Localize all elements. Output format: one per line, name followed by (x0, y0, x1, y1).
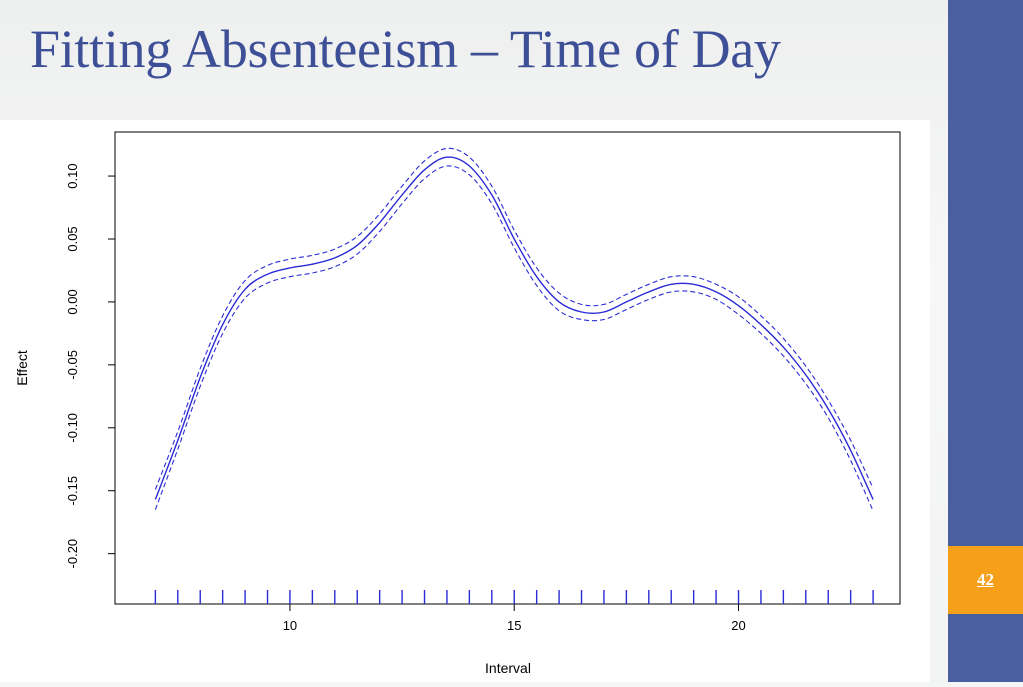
effect-chart: -0.20-0.15-0.10-0.050.000.050.10 10 15 20 … (14, 131, 901, 676)
y-tick-label: 0.10 (65, 163, 80, 188)
plot-area: -0.20 -0.15 -0.10 -0.05 0.00 0.05 0.10 10 15 20 … (0, 120, 930, 682)
confidence-band-line (154, 147, 874, 490)
fit-line (154, 156, 874, 500)
x-tick-label: 10 (283, 618, 297, 633)
y-tick-label: -0.10 (65, 413, 80, 443)
rug-ticks (154, 590, 874, 604)
slide-title: Fitting Absenteeism – Time of Day (30, 19, 781, 79)
x-tick-label: 15 (507, 618, 521, 633)
x-axis-label: Interval (485, 660, 531, 676)
series-lines (154, 147, 874, 512)
y-tick-label: 0.00 (65, 289, 80, 314)
x-axis: 10 15 20 (283, 604, 746, 633)
plot-frame (114, 131, 901, 605)
page-number[interactable]: 42 (977, 570, 994, 589)
y-tick-label: -0.20 (65, 539, 80, 569)
x-tick-label: 20 (731, 618, 745, 633)
page-number-badge: 42 (948, 546, 1023, 614)
y-tick-label: 0.05 (65, 226, 80, 251)
confidence-band-line (154, 165, 874, 512)
y-axis-label: Effect (14, 350, 30, 386)
y-axis: -0.20 -0.15 -0.10 -0.05 0.00 0.05 0.10 (65, 163, 116, 569)
y-tick-label: -0.15 (65, 476, 80, 506)
y-tick-label: -0.05 (65, 350, 80, 380)
